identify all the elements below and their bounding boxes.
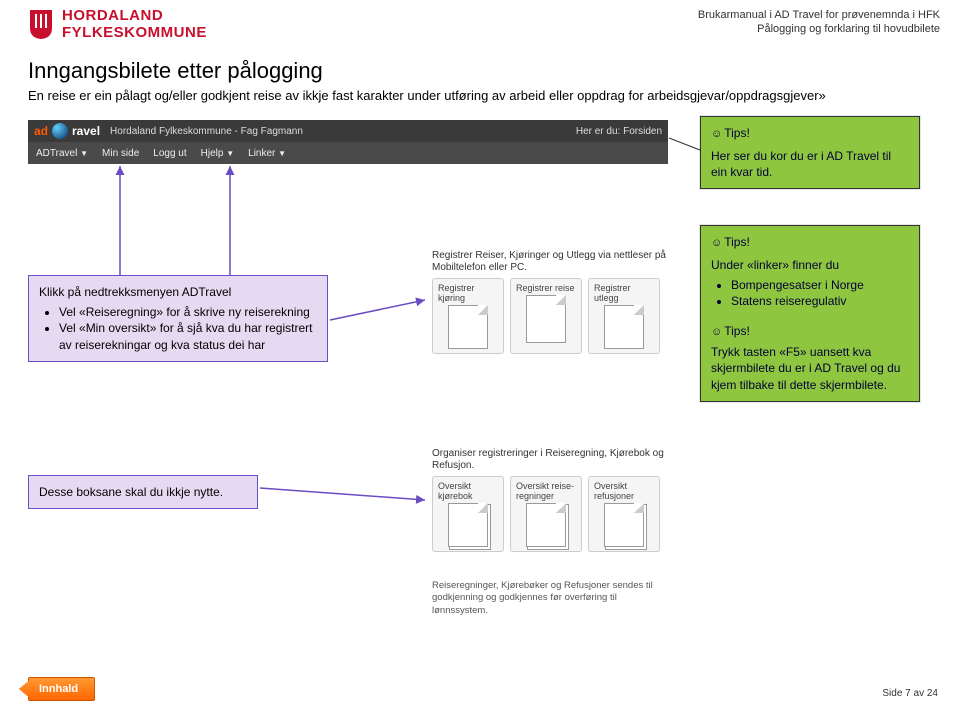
header-meta: Brukarmanual i AD Travel for prøvenemnda… [698,8,940,41]
document-icon [604,305,644,349]
nav-item-adtravel[interactable]: ADTravel ▼ [36,148,88,159]
tip-label: Tips! [711,234,909,251]
adtravel-navbar: ad ravel Hordaland Fylkeskommune - Fag F… [28,120,668,164]
chevron-down-icon: ▼ [80,149,88,158]
brand-logo: ad ravel [34,123,100,139]
instruction-item: Vel «Min oversikt» for å sjå kva du har … [59,320,317,352]
page-number: Side 7 av 24 [882,688,938,699]
tip-label: Tips! [711,323,909,340]
chevron-down-icon: ▼ [226,149,234,158]
nav-item-hjelp[interactable]: Hjelp ▼ [201,148,235,159]
instruction-text: Desse boksane skal du ikkje nytte. [39,484,247,500]
instruction-dontuse: Desse boksane skal du ikkje nytte. [28,475,258,509]
globe-icon [52,123,68,139]
tip-link-item: Statens reiseregulativ [731,293,909,309]
panel-title: Organiser registreringer i Reiseregning,… [432,448,668,472]
approval-panel: Reiseregninger, Kjørebøker og Refusjoner… [432,580,668,617]
page-header: HORDALAND FYLKESKOMMUNE Brukarmanual i A… [28,8,940,41]
organize-panel: Organiser registreringer i Reiseregning,… [432,448,668,552]
org-name-2: FYLKESKOMMUNE [62,25,207,42]
org-logo: HORDALAND FYLKESKOMMUNE [28,8,207,41]
oversikt-refusjoner[interactable]: Oversikt refusjoner [588,476,660,552]
instruction-dropdown: Klikk på nedtrekksmenyen ADTravel Vel «R… [28,275,328,362]
document-icon [448,305,488,349]
document-stack-icon [448,503,488,547]
register-kjoring[interactable]: Registrer kjøring [432,278,504,354]
register-utlegg[interactable]: Registrer utlegg [588,278,660,354]
page-title: Inngangsbilete etter pålogging [28,58,323,84]
instruction-title: Klikk på nedtrekksmenyen ADTravel [39,284,317,300]
panel-title: Registrer Reiser, Kjøringer og Utlegg vi… [432,250,668,274]
tip-location: Tips! Her ser du kor du er i AD Travel t… [700,116,920,189]
tip-body: Trykk tasten «F5» uansett kva skjermbile… [711,344,909,393]
shield-icon [28,8,54,40]
panel-text: Reiseregninger, Kjørebøker og Refusjoner… [432,580,668,617]
instruction-item: Vel «Reiseregning» for å skrive ny reise… [59,304,317,320]
nav-location: Her er du: Forsiden [576,126,662,137]
nav-org: Hordaland Fylkeskommune - Fag Fagmann [110,126,566,137]
document-icon [526,295,566,343]
org-name-1: HORDALAND [62,8,207,25]
register-panel: Registrer Reiser, Kjøringer og Utlegg vi… [432,250,668,354]
oversikt-kjorebok[interactable]: Oversikt kjørebok [432,476,504,552]
document-stack-icon [526,503,566,547]
tip-links: Tips! Under «linker» finner du Bompenges… [700,225,920,402]
register-reise[interactable]: Registrer reise [510,278,582,354]
nav-item-minside[interactable]: Min side [102,148,139,159]
tip-body: Her ser du kor du er i AD Travel til ein… [711,148,909,180]
oversikt-reiseregninger[interactable]: Oversikt reise-regninger [510,476,582,552]
chevron-down-icon: ▼ [278,149,286,158]
nav-item-linker[interactable]: Linker ▼ [248,148,286,159]
tip-label: Tips! [711,125,909,142]
page-subtitle: En reise er ein pålagt og/eller godkjent… [28,88,826,103]
nav-item-loggut[interactable]: Logg ut [153,148,186,159]
tip-links-intro: Under «linker» finner du [711,257,909,273]
document-stack-icon [604,503,644,547]
innhald-button[interactable]: Innhald [28,677,95,701]
tip-link-item: Bompengesatser i Norge [731,277,909,293]
